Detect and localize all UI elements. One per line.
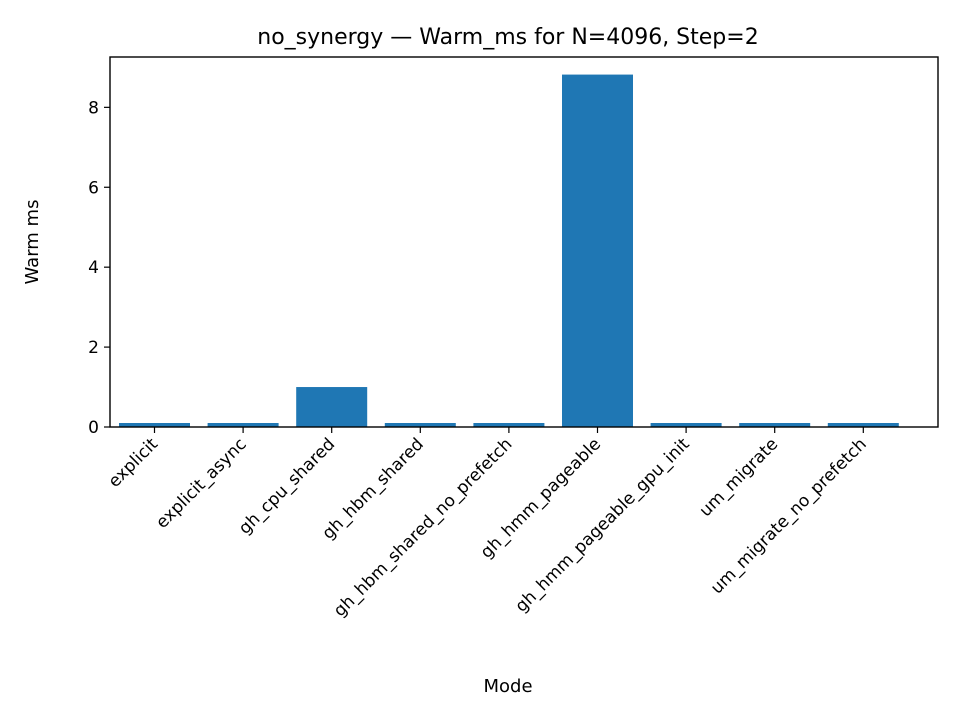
chart-title: no_synergy — Warm_ms for N=4096, Step=2 (257, 25, 758, 50)
bar-um_migrate (739, 423, 811, 427)
x-axis-label: Mode (483, 676, 532, 697)
y-tick-label: 0 (88, 418, 99, 438)
bars-group (119, 74, 899, 427)
x-axis-ticks: explicitexplicit_asyncgh_cpu_sharedgh_hb… (105, 427, 871, 621)
y-tick-label: 4 (88, 258, 99, 278)
plot-frame (109, 56, 939, 428)
bar-explicit_async (207, 423, 279, 427)
x-tick-label: explicit_async (152, 434, 250, 532)
bar-explicit (119, 423, 190, 427)
bar-gh_cpu_shared (296, 387, 368, 427)
y-axis-ticks: 0 2 4 6 8 (88, 98, 110, 438)
x-tick-label: explicit (105, 434, 163, 492)
x-tick-label: gh_cpu_shared (235, 434, 339, 538)
bar-gh_hbm_shared (384, 423, 456, 427)
y-tick-label: 2 (88, 338, 99, 358)
y-tick-label: 8 (88, 98, 99, 118)
x-tick-label: gh_hmm_pageable_gpu_init (512, 434, 694, 616)
bar-gh_hmm_pageable_gpu_init (650, 423, 722, 427)
x-tick-label: um_migrate_no_prefetch (707, 434, 871, 598)
x-tick-label: gh_hbm_shared_no_prefetch (330, 434, 517, 621)
bar-gh_hmm_pageable (562, 74, 633, 427)
y-tick-label: 6 (88, 178, 99, 198)
bar-gh_hbm_shared_no_prefetch (473, 423, 545, 427)
bar-um_migrate_no_prefetch (827, 423, 899, 427)
x-tick-label: um_migrate (696, 434, 783, 521)
y-axis-label: Warm ms (22, 200, 43, 285)
